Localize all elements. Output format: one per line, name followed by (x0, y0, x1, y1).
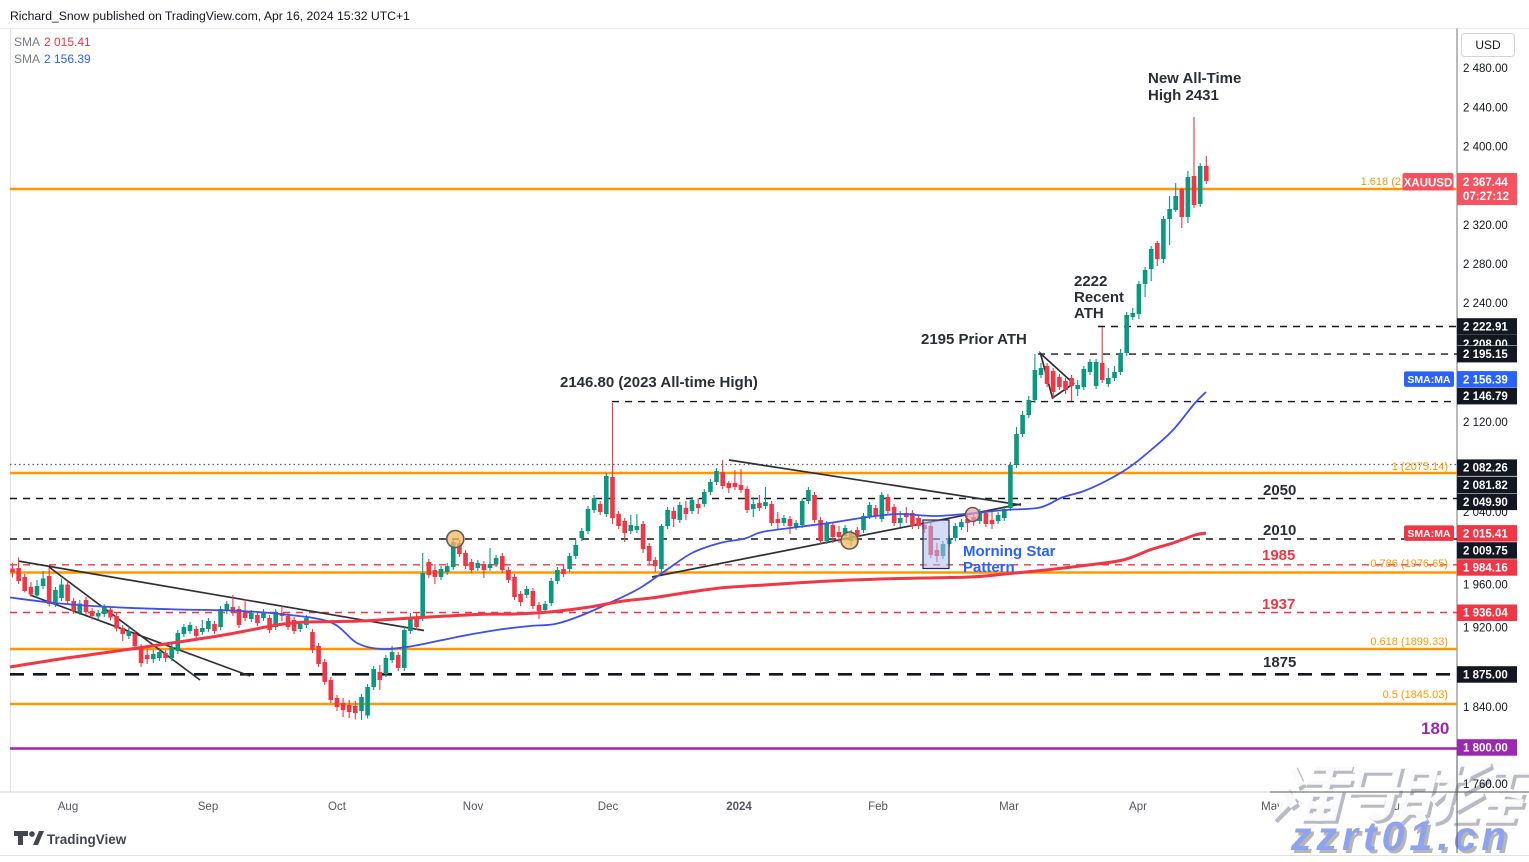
svg-text:Recent: Recent (1074, 289, 1124, 306)
svg-text:1.618 (2: 1.618 (2 (1361, 176, 1401, 188)
svg-text:07:27:12: 07:27:12 (1463, 191, 1509, 203)
svg-text:2146.80 (2023 All-time High): 2146.80 (2023 All-time High) (560, 374, 758, 391)
svg-text:USD: USD (1475, 38, 1501, 52)
svg-text:1 840.00: 1 840.00 (1463, 702, 1508, 714)
svg-text:2 015.41: 2 015.41 (44, 35, 91, 49)
svg-text:2 120.00: 2 120.00 (1463, 417, 1508, 429)
svg-text:SMA:MA: SMA:MA (1407, 528, 1451, 540)
svg-text:Morning Star: Morning Star (963, 543, 1056, 560)
svg-text:2 240.00: 2 240.00 (1463, 298, 1508, 310)
svg-text:2 280.00: 2 280.00 (1463, 259, 1508, 271)
svg-text:High 2431: High 2431 (1148, 87, 1219, 104)
svg-text:1937: 1937 (1262, 596, 1295, 613)
svg-text:TradingView: TradingView (47, 832, 127, 847)
svg-text:2222: 2222 (1074, 273, 1107, 290)
svg-text:0.786 (1976.65): 0.786 (1976.65) (1370, 558, 1448, 570)
svg-text:Oct: Oct (328, 801, 347, 813)
svg-text:2 367.44: 2 367.44 (1463, 177, 1508, 189)
svg-text:180: 180 (1421, 719, 1449, 738)
svg-text:0.5 (1845.03): 0.5 (1845.03) (1383, 689, 1448, 701)
svg-text:2 222.91: 2 222.91 (1463, 322, 1508, 334)
svg-text:1 800.00: 1 800.00 (1463, 743, 1508, 755)
svg-text:Mar: Mar (999, 801, 1019, 813)
svg-text:Apr: Apr (1129, 801, 1147, 813)
svg-text:1 984.16: 1 984.16 (1463, 563, 1508, 575)
svg-text:2195 Prior ATH: 2195 Prior ATH (921, 331, 1027, 348)
svg-text:1 (2075.14): 1 (2075.14) (1392, 461, 1448, 473)
svg-text:2 081.82: 2 081.82 (1463, 480, 1508, 492)
svg-text:2 320.00: 2 320.00 (1463, 220, 1508, 232)
svg-text:Feb: Feb (868, 801, 888, 813)
svg-text:Sep: Sep (198, 801, 218, 813)
svg-text:Nov: Nov (463, 801, 484, 813)
svg-text:Dec: Dec (598, 801, 619, 813)
svg-text:1 875.00: 1 875.00 (1463, 670, 1508, 682)
svg-text:1985: 1985 (1262, 547, 1295, 564)
svg-text:2010: 2010 (1263, 522, 1296, 539)
svg-text:2 156.39: 2 156.39 (1463, 374, 1508, 386)
svg-text:1875: 1875 (1263, 654, 1296, 671)
svg-text:XAUUSD: XAUUSD (1404, 178, 1453, 190)
svg-text:Pattern: Pattern (963, 559, 1015, 576)
svg-text:SMA: SMA (14, 35, 40, 49)
svg-text:2 195.15: 2 195.15 (1463, 349, 1508, 361)
svg-text:2 146.79: 2 146.79 (1463, 391, 1508, 403)
svg-text:2 082.26: 2 082.26 (1463, 463, 1508, 475)
svg-text:0.618 (1899.33): 0.618 (1899.33) (1370, 636, 1448, 648)
svg-text:zzrt01.cn: zzrt01.cn (1293, 816, 1514, 857)
svg-text:2 049.90: 2 049.90 (1463, 497, 1508, 509)
svg-text:Richard_Snow published on Trad: Richard_Snow published on TradingView.co… (10, 9, 410, 23)
svg-text:2 156.39: 2 156.39 (44, 52, 91, 66)
svg-text:zzrt01.cn: zzrt01.cn (1290, 813, 1511, 857)
svg-text:SMA: SMA (14, 52, 40, 66)
svg-text:1 760.00: 1 760.00 (1463, 779, 1508, 791)
svg-text:New All-Time: New All-Time (1148, 70, 1241, 87)
svg-text:2024: 2024 (726, 801, 752, 813)
svg-text:1 960.00: 1 960.00 (1463, 580, 1508, 592)
svg-text:2 009.75: 2 009.75 (1463, 546, 1508, 558)
svg-text:2 400.00: 2 400.00 (1463, 142, 1508, 154)
svg-text:ATH: ATH (1074, 305, 1104, 322)
svg-text:1 920.00: 1 920.00 (1463, 622, 1508, 634)
svg-text:2050: 2050 (1263, 482, 1296, 499)
svg-text:2 015.41: 2 015.41 (1463, 528, 1508, 540)
svg-text:Aug: Aug (58, 801, 78, 813)
svg-text:2 440.00: 2 440.00 (1463, 102, 1508, 114)
svg-text:1 936.04: 1 936.04 (1463, 608, 1508, 620)
svg-text:2 480.00: 2 480.00 (1463, 63, 1508, 75)
svg-text:SMA:MA: SMA:MA (1407, 374, 1451, 386)
